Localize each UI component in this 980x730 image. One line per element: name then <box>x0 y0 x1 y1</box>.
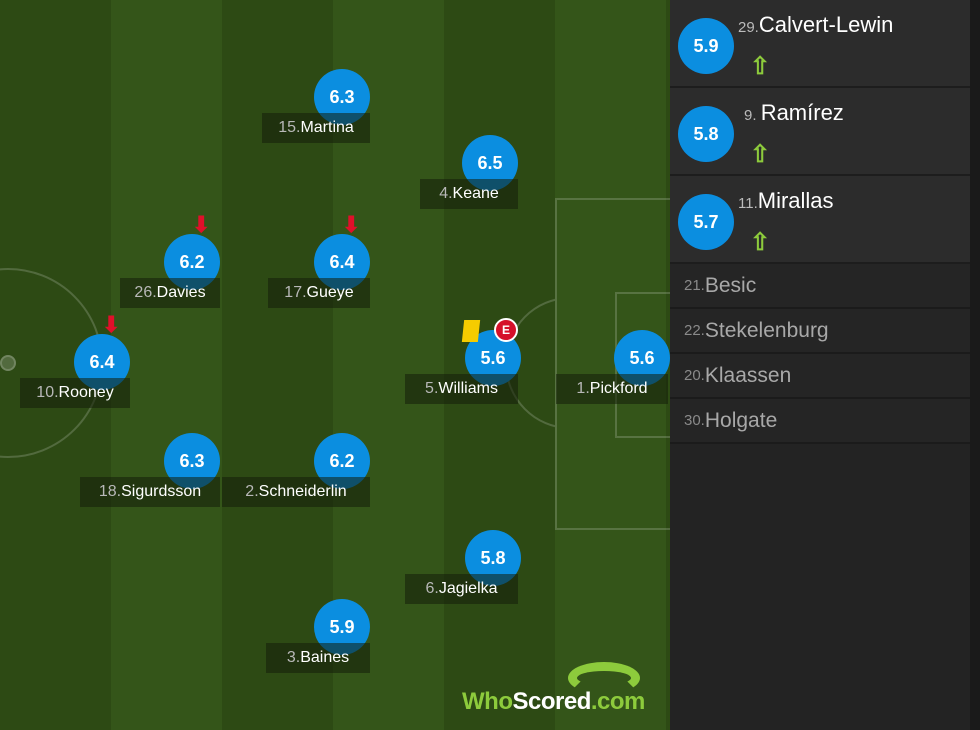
shirt-number: 29. <box>738 19 759 36</box>
player-name: Klaassen <box>704 363 792 387</box>
player-label: 17. Gueye <box>268 278 370 308</box>
player-name: Calvert-Lewin <box>758 12 894 37</box>
yellow-card-icon <box>461 320 481 342</box>
shirt-number: 17. <box>284 284 307 301</box>
shirt-number: 3. <box>286 649 301 666</box>
logo-text-scored: Scored <box>512 688 591 715</box>
player-name: Mirallas <box>757 188 834 213</box>
bench-row[interactable]: 20. Klaassen <box>670 354 970 399</box>
substitute-row[interactable]: 5.7 11.Mirallas ⇧ <box>670 176 970 264</box>
error-badge-icon: E <box>494 318 518 342</box>
shirt-number: 26. <box>134 284 157 301</box>
substitute-row[interactable]: 5.8 9. Ramírez ⇧ <box>670 88 970 176</box>
bench-row[interactable]: 21. Besic <box>670 264 970 309</box>
bench-row[interactable]: 22. Stekelenburg <box>670 309 970 354</box>
bench-row[interactable]: 30. Holgate <box>670 399 970 444</box>
pitch: 6.3 15. Martina 6.5 4. Keane ⬇ 6.2 26. Dav… <box>0 0 670 730</box>
player-label: 5. Williams <box>405 374 518 404</box>
logo-question-mark <box>568 662 640 694</box>
shirt-number: 1. <box>576 380 590 397</box>
player-name: Ramírez <box>760 100 844 125</box>
player-name: Rooney <box>58 384 114 401</box>
player-name: Jagielka <box>438 580 498 597</box>
player-name: Schneiderlin <box>258 483 347 500</box>
subbed-off-arrow-icon: ⬇ <box>192 212 211 237</box>
substitute-row[interactable]: 5.9 29.Calvert-Lewin ⇧ <box>670 0 970 88</box>
player-label: 9. Ramírez <box>744 100 844 126</box>
player-name: Holgate <box>704 408 778 432</box>
shirt-number: 4. <box>439 185 453 202</box>
shirt-number: 6. <box>425 580 439 597</box>
player-name: Williams <box>438 380 498 397</box>
shirt-number: 21. <box>684 277 705 294</box>
shirt-number: 5. <box>425 380 439 397</box>
player-label: 29.Calvert-Lewin <box>738 12 893 38</box>
substitutes-panel: 5.9 29.Calvert-Lewin ⇧ 5.8 9. Ramírez ⇧ … <box>670 0 970 730</box>
player-name: Baines <box>300 649 350 666</box>
player-name: Stekelenburg <box>704 318 829 342</box>
player-name: Martina <box>300 119 354 136</box>
player-label: 18. Sigurdsson <box>80 477 220 507</box>
player-label: 6. Jagielka <box>405 574 518 604</box>
subbed-on-arrow-icon: ⇧ <box>750 141 771 168</box>
shirt-number: 2. <box>245 483 259 500</box>
player-label: 1. Pickford <box>556 374 668 404</box>
player-label: 4. Keane <box>420 179 518 209</box>
center-spot <box>0 355 16 371</box>
player-name: Besic <box>704 273 757 297</box>
shirt-number: 10. <box>36 384 59 401</box>
logo-text-who: Who <box>462 688 513 715</box>
player-label: 3. Baines <box>266 643 370 673</box>
subbed-on-arrow-icon: ⇧ <box>750 53 771 80</box>
rating-badge: 5.8 <box>678 106 734 162</box>
rating-badge: 5.9 <box>678 18 734 74</box>
penalty-box <box>555 198 670 530</box>
player-name: Gueye <box>306 284 354 301</box>
shirt-number: 22. <box>684 322 705 339</box>
player-name: Sigurdsson <box>121 483 202 500</box>
logo-text-com: .com <box>590 688 646 715</box>
shirt-number: 18. <box>98 483 122 500</box>
player-label: 15. Martina <box>262 113 370 143</box>
subbed-off-arrow-icon: ⬇ <box>102 312 121 337</box>
shirt-number: 20. <box>684 367 705 384</box>
player-label: 11.Mirallas <box>738 188 834 214</box>
scrollbar-track[interactable] <box>970 0 980 730</box>
subbed-on-arrow-icon: ⇧ <box>750 229 771 256</box>
subbed-off-arrow-icon: ⬇ <box>342 212 361 237</box>
player-label: 10. Rooney <box>20 378 130 408</box>
shirt-number: 11. <box>738 195 758 212</box>
player-label: 26. Davies <box>120 278 220 308</box>
whoscored-logo: WhoScored.com <box>462 688 645 716</box>
player-name: Davies <box>156 284 206 301</box>
rating-badge: 5.7 <box>678 194 734 250</box>
player-label: 2. Schneiderlin <box>222 477 370 507</box>
player-name: Keane <box>452 185 499 202</box>
shirt-number: 9. <box>744 107 761 124</box>
shirt-number: 15. <box>278 119 301 136</box>
shirt-number: 30. <box>684 412 705 429</box>
player-name: Pickford <box>589 380 648 397</box>
